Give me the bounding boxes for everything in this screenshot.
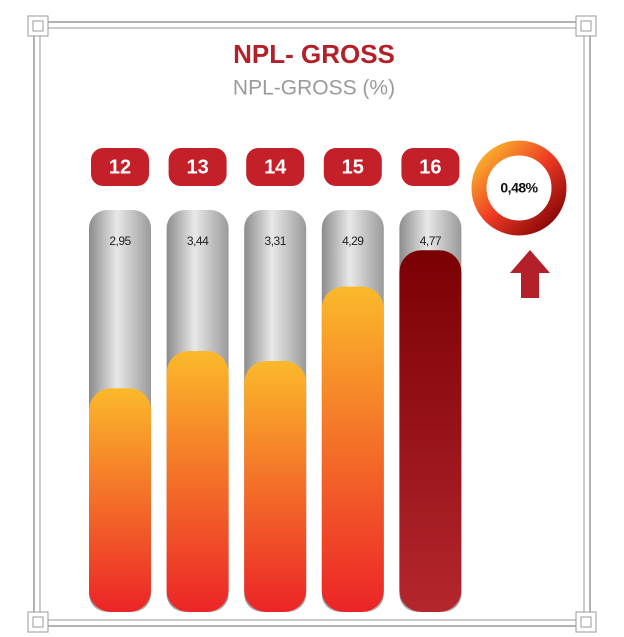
bar — [244, 360, 307, 612]
category-label: 12 — [109, 156, 131, 178]
bar — [89, 388, 151, 612]
bar — [399, 250, 462, 612]
change-center — [487, 156, 551, 220]
category-label: 15 — [342, 156, 364, 178]
value-label: 2,95 — [109, 234, 131, 248]
value-label: 4,29 — [342, 234, 364, 248]
value-label: 4,77 — [420, 234, 442, 248]
value-label: 3,31 — [265, 234, 287, 248]
category-label: 13 — [186, 156, 208, 178]
chart-subtitle: NPL-GROSS (%) — [233, 77, 395, 100]
chart-title: NPL- GROSS — [233, 39, 395, 69]
category-label: 16 — [419, 156, 441, 178]
category-label: 14 — [264, 156, 287, 178]
label-box — [91, 148, 149, 186]
label-box — [401, 148, 460, 186]
value-label: 3,44 — [187, 234, 209, 248]
bar — [321, 286, 384, 612]
label-box — [246, 148, 305, 186]
change-label: 0,48% — [500, 180, 538, 196]
up-arrow — [510, 250, 550, 298]
label-box — [323, 148, 382, 186]
bar — [166, 351, 229, 612]
label-box — [168, 148, 227, 186]
change-ring — [471, 140, 567, 236]
frame — [27, 15, 597, 633]
